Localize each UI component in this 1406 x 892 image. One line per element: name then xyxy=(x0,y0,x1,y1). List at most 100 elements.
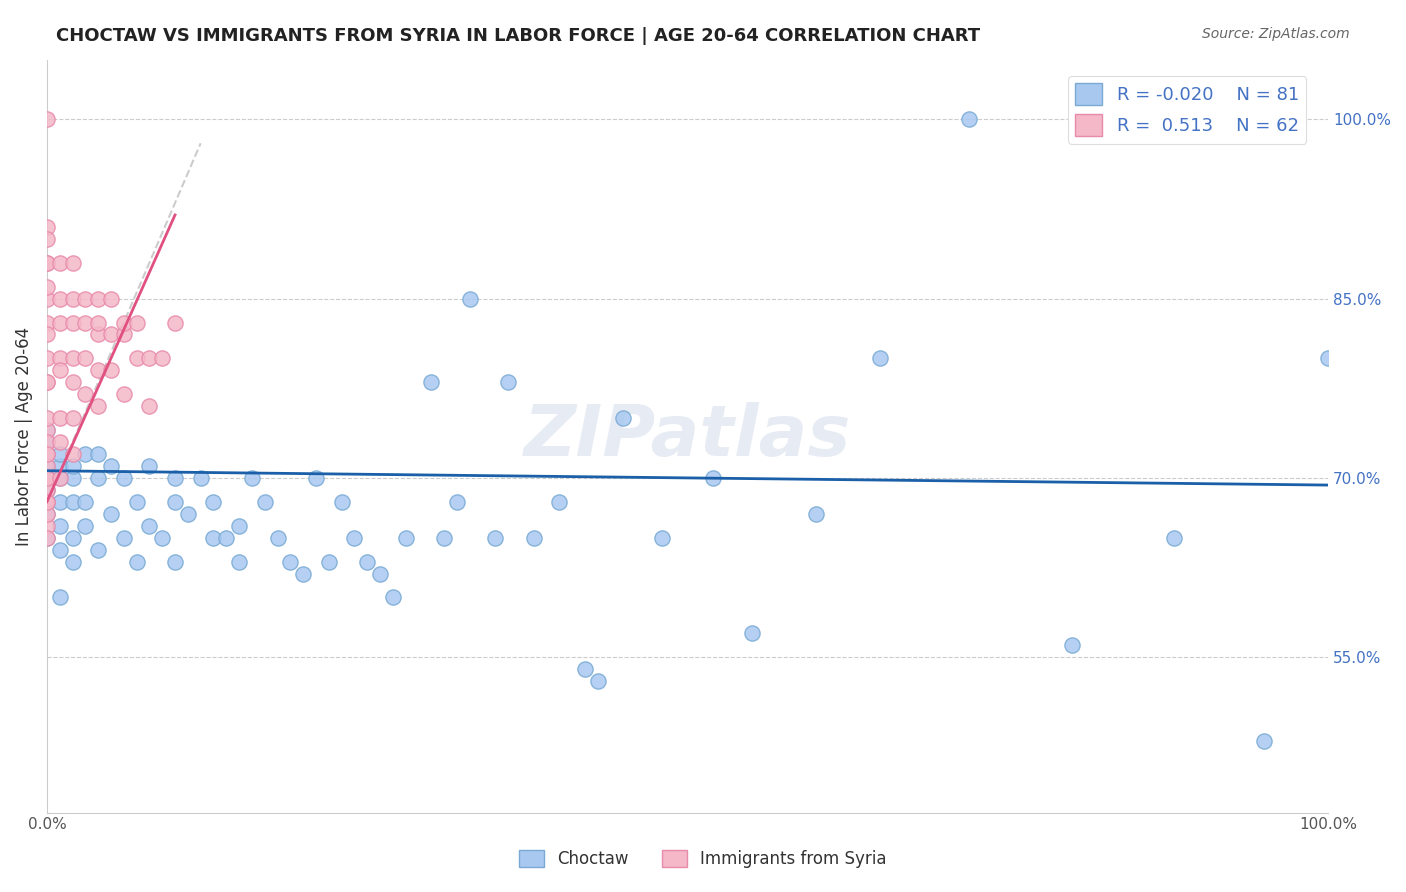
Immigrants from Syria xyxy=(35,411,58,425)
Immigrants from Syria xyxy=(163,316,186,330)
Choctaw xyxy=(35,507,58,521)
Immigrants from Syria xyxy=(62,316,84,330)
Text: ZIPatlas: ZIPatlas xyxy=(524,401,851,471)
Immigrants from Syria xyxy=(35,458,58,473)
Choctaw xyxy=(138,458,160,473)
Immigrants from Syria xyxy=(35,219,58,234)
Choctaw xyxy=(1060,638,1083,652)
Immigrants from Syria xyxy=(35,279,58,293)
Immigrants from Syria xyxy=(62,292,84,306)
Choctaw xyxy=(420,376,443,390)
Immigrants from Syria xyxy=(35,232,58,246)
Immigrants from Syria xyxy=(48,316,70,330)
Choctaw xyxy=(138,518,160,533)
Text: Source: ZipAtlas.com: Source: ZipAtlas.com xyxy=(1202,27,1350,41)
Choctaw xyxy=(48,542,70,557)
Choctaw xyxy=(1317,351,1340,366)
Immigrants from Syria xyxy=(62,351,84,366)
Immigrants from Syria xyxy=(75,292,97,306)
Choctaw xyxy=(150,531,173,545)
Immigrants from Syria xyxy=(62,411,84,425)
Immigrants from Syria xyxy=(62,376,84,390)
Choctaw xyxy=(35,435,58,450)
Choctaw xyxy=(75,447,97,461)
Immigrants from Syria xyxy=(48,435,70,450)
Choctaw xyxy=(35,495,58,509)
Choctaw xyxy=(163,471,186,485)
Text: CHOCTAW VS IMMIGRANTS FROM SYRIA IN LABOR FORCE | AGE 20-64 CORRELATION CHART: CHOCTAW VS IMMIGRANTS FROM SYRIA IN LABO… xyxy=(56,27,980,45)
Choctaw xyxy=(278,555,301,569)
Y-axis label: In Labor Force | Age 20-64: In Labor Force | Age 20-64 xyxy=(15,326,32,546)
Choctaw xyxy=(125,555,148,569)
Immigrants from Syria xyxy=(62,256,84,270)
Choctaw xyxy=(574,662,596,676)
Choctaw xyxy=(228,555,250,569)
Immigrants from Syria xyxy=(35,256,58,270)
Choctaw xyxy=(35,471,58,485)
Immigrants from Syria xyxy=(100,327,122,342)
Choctaw xyxy=(62,495,84,509)
Immigrants from Syria xyxy=(35,531,58,545)
Immigrants from Syria xyxy=(48,411,70,425)
Immigrants from Syria xyxy=(48,351,70,366)
Choctaw xyxy=(62,555,84,569)
Choctaw xyxy=(804,507,827,521)
Choctaw xyxy=(202,495,225,509)
Immigrants from Syria xyxy=(112,316,135,330)
Choctaw xyxy=(62,531,84,545)
Immigrants from Syria xyxy=(112,327,135,342)
Choctaw xyxy=(48,471,70,485)
Choctaw xyxy=(458,292,481,306)
Choctaw xyxy=(586,674,609,689)
Choctaw xyxy=(125,495,148,509)
Immigrants from Syria xyxy=(75,316,97,330)
Choctaw xyxy=(433,531,456,545)
Choctaw xyxy=(330,495,353,509)
Choctaw xyxy=(741,626,763,640)
Immigrants from Syria xyxy=(35,483,58,497)
Choctaw xyxy=(48,518,70,533)
Immigrants from Syria xyxy=(35,447,58,461)
Choctaw xyxy=(869,351,891,366)
Choctaw xyxy=(35,483,58,497)
Immigrants from Syria xyxy=(35,471,58,485)
Immigrants from Syria xyxy=(35,112,58,127)
Immigrants from Syria xyxy=(87,363,110,377)
Immigrants from Syria xyxy=(150,351,173,366)
Immigrants from Syria xyxy=(48,256,70,270)
Choctaw xyxy=(305,471,328,485)
Immigrants from Syria xyxy=(112,387,135,401)
Immigrants from Syria xyxy=(100,363,122,377)
Choctaw xyxy=(446,495,468,509)
Choctaw xyxy=(343,531,366,545)
Immigrants from Syria xyxy=(62,447,84,461)
Immigrants from Syria xyxy=(138,351,160,366)
Choctaw xyxy=(112,471,135,485)
Choctaw xyxy=(48,591,70,605)
Choctaw xyxy=(100,507,122,521)
Choctaw xyxy=(484,531,506,545)
Immigrants from Syria xyxy=(35,316,58,330)
Immigrants from Syria xyxy=(87,327,110,342)
Legend: R = -0.020    N = 81, R =  0.513    N = 62: R = -0.020 N = 81, R = 0.513 N = 62 xyxy=(1069,76,1306,144)
Choctaw xyxy=(202,531,225,545)
Choctaw xyxy=(62,471,84,485)
Immigrants from Syria xyxy=(35,518,58,533)
Immigrants from Syria xyxy=(87,316,110,330)
Choctaw xyxy=(35,471,58,485)
Immigrants from Syria xyxy=(35,471,58,485)
Immigrants from Syria xyxy=(87,292,110,306)
Immigrants from Syria xyxy=(125,351,148,366)
Immigrants from Syria xyxy=(35,447,58,461)
Immigrants from Syria xyxy=(35,292,58,306)
Immigrants from Syria xyxy=(100,292,122,306)
Choctaw xyxy=(1253,734,1275,748)
Choctaw xyxy=(496,376,519,390)
Legend: Choctaw, Immigrants from Syria: Choctaw, Immigrants from Syria xyxy=(512,843,894,875)
Immigrants from Syria xyxy=(35,256,58,270)
Immigrants from Syria xyxy=(48,363,70,377)
Choctaw xyxy=(228,518,250,533)
Choctaw xyxy=(381,591,404,605)
Immigrants from Syria xyxy=(87,399,110,413)
Choctaw xyxy=(35,531,58,545)
